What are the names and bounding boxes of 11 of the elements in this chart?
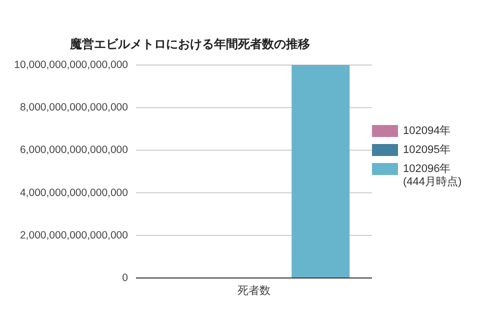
y-tick-label: 0 bbox=[122, 272, 128, 284]
chart-title: 魔営エビルメトロにおける年間死者数の推移 bbox=[70, 36, 310, 53]
y-tick-label: 4,000,000,000,000,000 bbox=[20, 186, 128, 199]
y-tick-label: 6,000,000,000,000,000 bbox=[20, 144, 128, 156]
legend-label: 102095年 bbox=[403, 144, 452, 157]
y-tick-label: 8,000,000,000,000,000 bbox=[20, 102, 128, 114]
y-tick-label: 2,000,000,000,000,000 bbox=[20, 229, 128, 242]
y-tick-label: 10,000,000,000,000,000 bbox=[14, 59, 128, 71]
legend-label: 102094年 bbox=[403, 125, 452, 138]
legend-label: 102096年(444月時点) bbox=[403, 163, 463, 189]
x-tick-label: 死者数 bbox=[238, 284, 270, 297]
